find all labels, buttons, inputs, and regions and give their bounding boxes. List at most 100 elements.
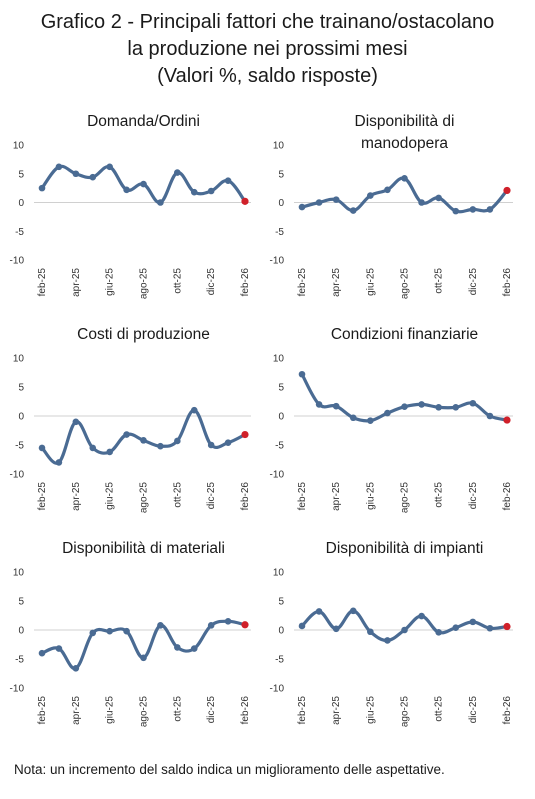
y-tick-label: 0 bbox=[18, 198, 24, 209]
data-point bbox=[174, 437, 181, 445]
data-point bbox=[190, 645, 198, 652]
x-tick-label: feb-25 bbox=[297, 696, 308, 725]
data-point bbox=[401, 175, 408, 182]
x-tick-label: apr-25 bbox=[71, 268, 82, 297]
data-point bbox=[332, 196, 340, 203]
data-point bbox=[298, 203, 306, 211]
data-point bbox=[435, 404, 442, 411]
x-tick-label: feb-26 bbox=[240, 696, 251, 725]
panel-title: manodopera bbox=[361, 135, 448, 152]
data-point bbox=[157, 199, 164, 206]
data-point bbox=[55, 459, 63, 466]
y-tick-label: -5 bbox=[275, 227, 284, 238]
panel-title: Disponibilità di bbox=[355, 113, 455, 130]
data-point bbox=[157, 442, 164, 450]
data-point bbox=[38, 184, 46, 192]
x-tick-label: ott-25 bbox=[434, 482, 445, 508]
latest-data-point bbox=[503, 622, 511, 631]
data-point bbox=[418, 612, 425, 620]
latest-data-point bbox=[503, 416, 511, 424]
data-point bbox=[38, 649, 46, 657]
data-point bbox=[38, 444, 46, 452]
x-tick-label: ago-25 bbox=[139, 482, 150, 514]
data-point bbox=[384, 409, 391, 417]
data-point bbox=[224, 618, 232, 625]
data-point bbox=[349, 207, 357, 214]
x-tick-label: feb-26 bbox=[502, 268, 513, 297]
data-point bbox=[207, 622, 215, 629]
data-point bbox=[486, 412, 494, 420]
panel-title: Costi di produzione bbox=[77, 326, 210, 343]
data-point bbox=[140, 437, 147, 444]
x-tick-label: feb-26 bbox=[240, 482, 251, 511]
data-point bbox=[367, 628, 374, 636]
data-point bbox=[367, 192, 374, 199]
x-tick-label: dic-25 bbox=[468, 268, 479, 296]
data-point bbox=[72, 418, 80, 426]
x-tick-label: apr-25 bbox=[71, 482, 82, 511]
data-point bbox=[315, 401, 323, 408]
y-tick-label: -10 bbox=[10, 470, 25, 481]
x-tick-label: feb-25 bbox=[37, 696, 48, 725]
data-point bbox=[452, 624, 460, 631]
x-tick-label: ago-25 bbox=[400, 268, 411, 300]
chart-panel-5: Disponibilità di materiali 10 5 0 -5 -10 feb-2… bbox=[10, 540, 251, 727]
x-tick-label: dic-25 bbox=[206, 268, 217, 296]
data-point bbox=[174, 644, 181, 651]
data-point bbox=[349, 414, 357, 422]
y-tick-label: 5 bbox=[278, 169, 284, 180]
data-point bbox=[315, 199, 323, 206]
panel-title: Disponibilità di impianti bbox=[326, 540, 484, 557]
data-point bbox=[89, 444, 97, 452]
y-tick-label: -10 bbox=[10, 684, 25, 695]
data-point bbox=[106, 627, 113, 635]
x-tick-label: feb-26 bbox=[502, 482, 513, 511]
x-tick-label: ott-25 bbox=[434, 268, 445, 294]
data-point bbox=[469, 618, 477, 626]
x-tick-label: apr-25 bbox=[331, 482, 342, 511]
page-title-line-1: Grafico 2 - Principali fattori che train… bbox=[40, 11, 495, 33]
data-point bbox=[435, 194, 442, 202]
x-tick-label: dic-25 bbox=[206, 482, 217, 510]
data-point bbox=[72, 664, 80, 672]
y-tick-label: 5 bbox=[18, 169, 24, 180]
x-tick-label: ott-25 bbox=[172, 482, 183, 508]
data-point bbox=[140, 180, 147, 188]
x-tick-label: ago-25 bbox=[139, 268, 150, 300]
panel-title: Disponibilità di materiali bbox=[62, 540, 225, 557]
y-tick-label: 0 bbox=[18, 626, 24, 637]
footnote: Nota: un incremento del saldo indica un … bbox=[14, 762, 445, 777]
y-tick-label: -10 bbox=[270, 470, 285, 481]
x-tick-label: feb-25 bbox=[297, 268, 308, 297]
y-tick-label: -5 bbox=[275, 441, 284, 452]
data-point bbox=[89, 629, 97, 637]
x-tick-label: giu-25 bbox=[365, 482, 376, 510]
y-tick-label: 0 bbox=[278, 626, 284, 637]
latest-data-point bbox=[503, 186, 511, 195]
y-tick-label: 10 bbox=[273, 354, 285, 365]
x-tick-label: feb-26 bbox=[502, 696, 513, 725]
data-point bbox=[298, 622, 306, 630]
x-tick-label: ott-25 bbox=[172, 696, 183, 722]
data-point bbox=[384, 637, 391, 644]
x-tick-label: ago-25 bbox=[139, 696, 150, 728]
y-tick-label: 10 bbox=[13, 141, 25, 152]
data-point bbox=[452, 207, 460, 215]
data-point bbox=[452, 404, 460, 411]
data-point bbox=[486, 624, 494, 632]
series-line bbox=[40, 619, 247, 670]
data-point bbox=[190, 406, 198, 414]
x-tick-label: apr-25 bbox=[331, 268, 342, 297]
chart-panel-6: Disponibilità di impianti 10 5 0 -5 -10 feb-25… bbox=[270, 540, 513, 727]
data-point bbox=[418, 199, 425, 206]
data-point bbox=[123, 186, 130, 194]
y-tick-label: -5 bbox=[15, 441, 24, 452]
series-line bbox=[40, 408, 247, 465]
data-point bbox=[55, 645, 63, 652]
data-point bbox=[106, 448, 113, 456]
latest-data-point bbox=[241, 430, 249, 439]
y-tick-label: -5 bbox=[15, 655, 24, 666]
data-point bbox=[349, 607, 357, 615]
x-tick-label: ott-25 bbox=[172, 268, 183, 294]
